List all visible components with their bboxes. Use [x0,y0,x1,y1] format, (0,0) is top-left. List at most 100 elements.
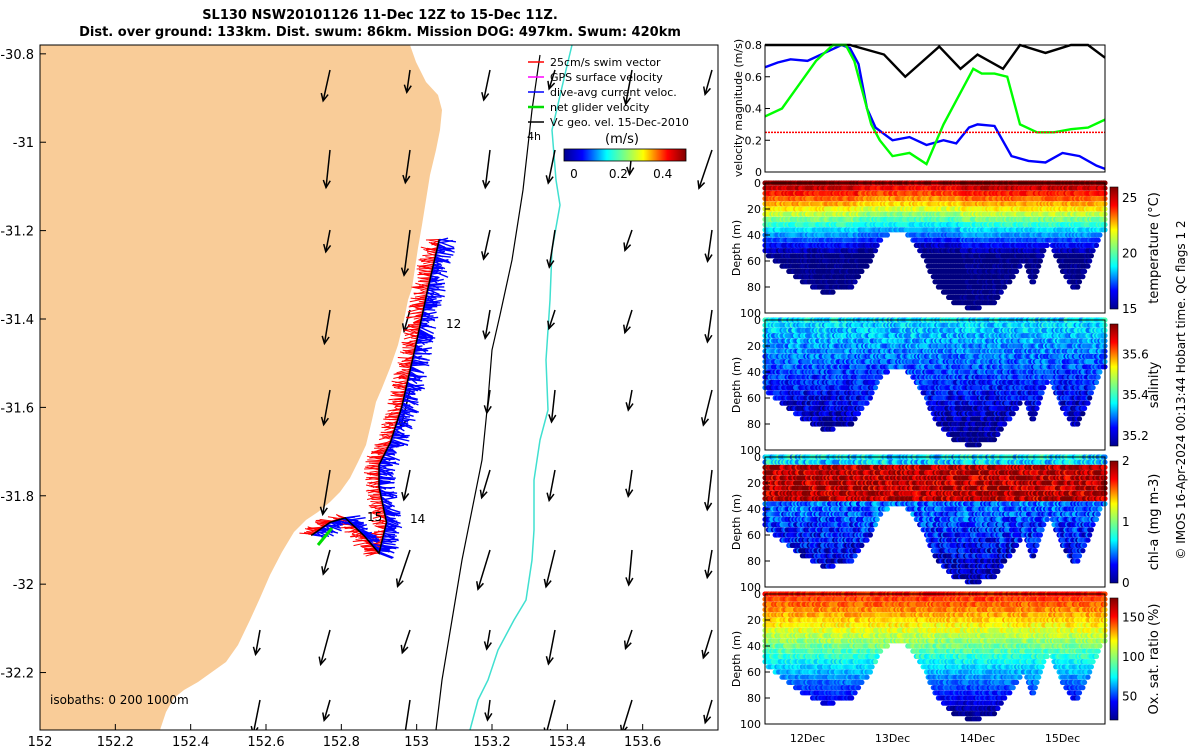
geo-velocity-arrow [403,229,411,276]
dive-current-vector [415,347,423,350]
dive-current-vector [430,275,439,278]
geo-velocity-arrow [624,629,633,649]
geo-velocity-arrowhead [320,416,330,427]
geo-velocity-arrow [547,629,556,665]
swim-vector [368,477,380,481]
section-data-point [1076,279,1083,285]
section-data-point [995,294,1001,300]
swim-vector [408,325,420,328]
geo-velocity-arrowhead [703,714,712,725]
dive-current-vector [386,448,394,451]
geo-velocity-arrowhead [545,175,554,185]
section-data-point [1041,248,1047,254]
swim-vector [426,252,436,257]
swim-vector [404,356,414,362]
swim-vector [412,312,423,314]
swim-vector [381,426,396,429]
geo-velocity-arrow [406,69,411,93]
section-data-point [864,263,870,269]
dive-current-vector [382,535,393,538]
swim-vector [411,337,418,340]
swim-vector [405,351,414,355]
map-ytick-label: -31.6 [0,401,34,416]
dive-current-vector [401,406,420,413]
section-ytick-label: 0 [754,177,761,190]
map-xtick-label: 153.2 [473,735,510,750]
dive-current-vector [426,295,442,298]
track-label-12: 12 [446,317,461,331]
swim-vector [319,518,334,522]
swim-vector [419,295,427,299]
dive-current-vector [404,395,418,400]
dive-current-vector [380,494,394,497]
dive-current-vector [408,375,427,378]
swim-vector [336,513,345,519]
geo-velocity-arrow [547,149,556,184]
dive-current-vector [411,361,429,366]
geo-velocity-arrowhead [395,578,404,589]
dive-current-vector [399,411,414,417]
dive-current-vector [353,525,369,534]
dive-current-vector [438,239,453,244]
swim-vector [366,455,382,461]
velocity-series-0 [765,43,1106,79]
swim-vector [383,425,395,430]
section-data-point [1032,274,1038,280]
dive-current-vector [437,244,446,248]
geo-velocity-arrow [704,699,713,723]
section-colorbar-tick: 20 [1122,247,1137,261]
swim-vector [410,297,426,301]
dive-current-vector [324,524,342,528]
geo-velocity-arrow [322,549,331,575]
geo-velocity-arrow [548,229,556,268]
dive-current-vector [379,486,395,489]
section-ytick-label: 20 [747,203,761,216]
isobaths-label: isobaths: 0 200 1000m [50,693,189,707]
swim-vector [425,238,440,241]
swim-vector [387,408,402,412]
swim-vector [397,357,413,360]
geo-velocity-arrow [403,309,411,332]
dive-current-vector [398,412,408,417]
geo-velocity-arrowhead [320,92,329,103]
section-data-point [1093,242,1100,248]
dive-current-vector [400,410,411,414]
dive-current-vector [394,424,409,429]
legend-geo: Vc geo. vel. 15-Dec-2010 [550,116,689,129]
swim-vector [426,247,437,251]
swim-vector [367,459,382,462]
dive-current-vector [406,384,425,388]
velocity-ytick-label: 0.8 [745,39,763,52]
dive-current-vector [423,306,433,309]
swim-vector [420,289,428,294]
geo-velocity-arrow [480,469,491,498]
swim-vector [371,451,385,455]
swim-vector [369,551,379,556]
map-colorbar-label: (m/s) [605,132,639,147]
map-ytick-label: -31.2 [0,225,34,240]
swim-vector [394,406,401,412]
dive-current-vector [438,237,449,242]
swim-vector [372,512,386,517]
dive-current-vector [378,464,393,467]
swim-vector [430,241,439,246]
dive-current-vector [378,480,391,483]
swim-vector [410,334,418,339]
geo-velocity-arrowhead [623,324,631,335]
section-data-point [884,232,891,238]
swim-vector [387,402,403,406]
swim-vector [364,548,376,552]
swim-vector [388,397,404,401]
geo-velocity-arrowhead [703,501,713,512]
dive-current-vector [382,500,390,503]
map-ytick-label: -32 [13,578,34,593]
map-xtick-label: 153.4 [549,735,586,750]
dive-current-vector [398,416,416,422]
swim-vector [349,532,362,538]
dive-current-vector [384,512,401,517]
geo-velocity-arrowhead [483,405,492,415]
swim-vector [374,525,386,530]
geo-velocity-arrowhead [546,492,555,503]
dive-current-vector [429,278,444,283]
